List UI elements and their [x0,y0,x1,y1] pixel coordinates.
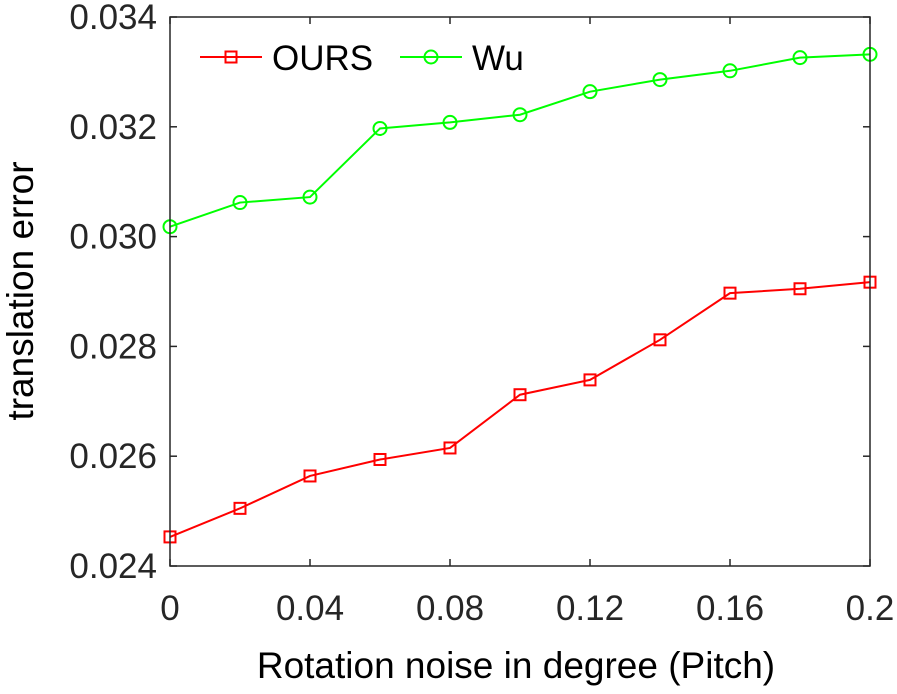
y-tick-label: 0.034 [69,0,157,37]
data-point-wu [232,195,248,211]
data-point-wu [512,107,528,123]
data-point-wu [652,72,668,88]
series-layer [162,46,878,544]
x-tick-label: 0.12 [556,589,624,628]
legend: OURS Wu [200,39,524,78]
data-point-ours [373,452,387,466]
data-point-wu [582,84,598,100]
data-point-ours [303,469,317,483]
y-tick-label: 0.030 [69,218,157,257]
data-point-wu [372,120,388,136]
y-tick-label: 0.028 [69,327,157,366]
data-point-ours [513,388,527,402]
y-tick-label: 0.024 [69,547,157,586]
data-point-ours [793,282,807,296]
x-tick-label: 0.16 [696,589,764,628]
legend-label-ours: OURS [272,39,373,78]
series-line-wu [169,53,871,228]
data-point-ours [723,286,737,300]
y-tick-label: 0.032 [69,108,157,147]
data-point-ours [233,501,247,515]
x-tick-label: 0.08 [416,589,484,628]
data-point-ours [443,441,457,455]
axis-ticks: 0 0.04 0.08 0.12 0.16 0.2 0.024 0.026 0.028 0.030… [69,0,894,628]
data-point-ours [653,333,667,347]
legend-marker-ours [224,50,238,64]
x-tick-label: 0 [160,589,179,628]
legend-label-wu: Wu [472,39,524,78]
x-tick-label: 0.2 [846,589,895,628]
data-point-wu [302,189,318,205]
y-axis-label: translation error [0,161,41,420]
plot-frame [169,16,871,567]
x-axis-label: Rotation noise in degree (Pitch) [257,645,775,686]
series-line-ours [169,281,871,538]
data-point-wu [442,114,458,130]
data-point-ours [583,373,597,387]
data-point-wu [792,50,808,66]
y-tick-label: 0.026 [69,437,157,476]
legend-marker-wu [423,49,439,65]
data-point-wu [722,63,738,79]
x-tick-label: 0.04 [276,589,344,628]
